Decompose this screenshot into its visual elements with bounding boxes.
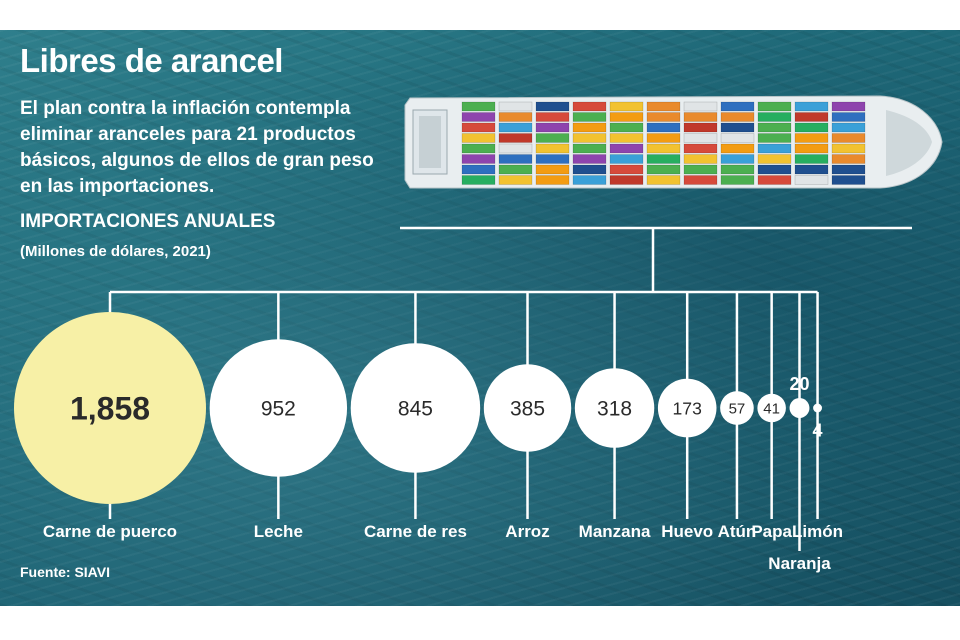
bubble-1 <box>14 312 206 504</box>
section-label: IMPORTACIONES ANUALES <box>20 211 276 232</box>
value-label: 952 <box>261 398 296 421</box>
source-note: Fuente: SIAVI <box>20 564 110 580</box>
value-label: 318 <box>597 398 632 421</box>
category-label: Naranja <box>768 554 831 573</box>
bubble-3 <box>350 343 481 473</box>
bubble-4 <box>483 364 572 452</box>
bubble-9 <box>789 398 810 418</box>
category-label: Carne de res <box>364 522 467 541</box>
infographic-panel: Libres de arancel El plan contra la infl… <box>0 30 960 606</box>
bubble-10 <box>813 403 822 413</box>
bubble-6 <box>657 378 717 438</box>
bubble-chart: 1,858 Carne de puerco 952 Leche 845 Carne de … <box>14 226 912 573</box>
container-ship-icon <box>404 95 943 189</box>
value-label: 1,858 <box>70 391 150 427</box>
category-label: Atún <box>718 522 757 541</box>
bubble-5 <box>574 368 655 448</box>
chart-subtitle: El plan contra la inflación contempla el… <box>20 98 374 197</box>
value-label: 385 <box>510 398 545 421</box>
category-label: Manzana <box>579 522 651 541</box>
bubble-7 <box>720 391 754 425</box>
value-label: 4 <box>813 420 823 440</box>
bubble-2 <box>209 339 348 477</box>
value-label: 57 <box>729 400 746 417</box>
value-label: 845 <box>398 398 433 421</box>
category-label: Papa <box>751 522 792 541</box>
category-label: Huevo <box>661 522 713 541</box>
bubble-8 <box>757 393 786 423</box>
category-label: Arroz <box>505 522 549 541</box>
value-label: 41 <box>763 400 780 417</box>
category-label: Leche <box>254 522 303 541</box>
units-label: (Millones de dólares, 2021) <box>20 243 211 260</box>
chart-title: Libres de arancel <box>20 42 283 79</box>
category-label: Carne de puerco <box>43 522 177 541</box>
value-label: 173 <box>673 398 702 418</box>
value-label: 20 <box>789 374 809 394</box>
category-label: Limón <box>792 522 843 541</box>
